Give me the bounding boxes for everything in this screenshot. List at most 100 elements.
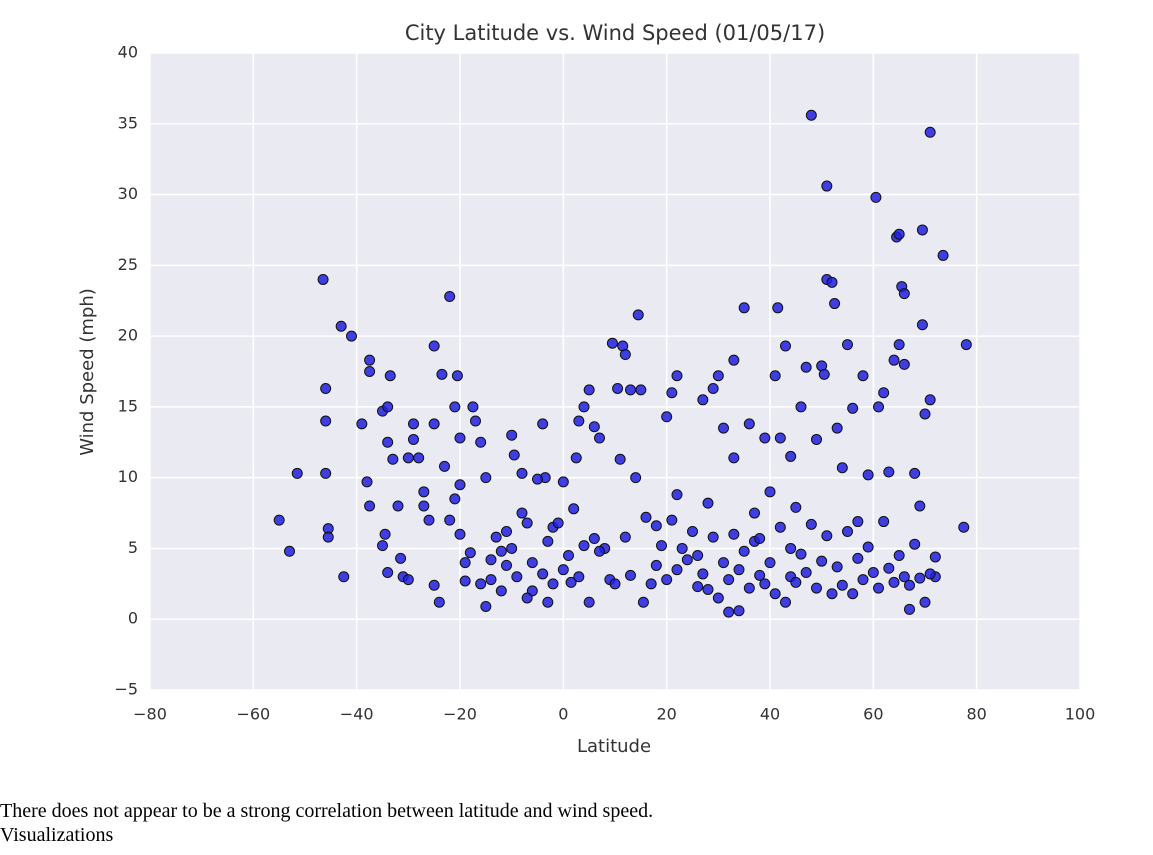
point: [829, 298, 841, 310]
point: [870, 191, 882, 203]
point: [924, 394, 936, 406]
point: [712, 592, 724, 604]
point: [449, 401, 461, 413]
point: [707, 531, 719, 543]
point: [485, 554, 497, 566]
point: [692, 581, 704, 593]
point: [671, 370, 683, 382]
point: [444, 514, 456, 526]
point: [428, 340, 440, 352]
point: [774, 521, 786, 533]
point: [408, 418, 419, 430]
point: [609, 578, 621, 590]
point: [857, 574, 869, 586]
point: [408, 433, 419, 445]
point: [578, 540, 590, 552]
point: [671, 564, 683, 576]
point: [697, 568, 709, 580]
point: [557, 564, 569, 576]
y-tick-label: 25: [118, 255, 138, 274]
point: [640, 511, 652, 523]
point: [790, 576, 802, 588]
point: [723, 606, 735, 618]
point: [898, 288, 910, 300]
point: [521, 517, 533, 529]
point: [563, 550, 574, 562]
point: [542, 535, 554, 547]
point: [423, 514, 435, 526]
point: [769, 588, 781, 600]
point: [723, 574, 735, 586]
point: [764, 486, 776, 498]
point: [852, 516, 864, 528]
point: [697, 394, 709, 406]
point: [916, 224, 928, 236]
point: [805, 518, 817, 530]
point: [356, 418, 368, 430]
point: [811, 582, 822, 594]
point: [382, 567, 394, 579]
point: [335, 320, 347, 332]
point: [764, 557, 776, 569]
point: [635, 384, 647, 396]
point: [898, 571, 910, 583]
point: [436, 368, 448, 380]
point: [718, 422, 729, 434]
point: [929, 551, 941, 563]
point: [449, 493, 461, 505]
point: [495, 545, 507, 557]
point: [656, 540, 667, 552]
point: [578, 401, 590, 413]
point: [379, 528, 391, 540]
point: [795, 401, 807, 413]
point: [480, 600, 492, 612]
point: [459, 575, 471, 587]
point: [780, 340, 791, 352]
point: [821, 530, 833, 542]
point: [557, 476, 569, 488]
point: [428, 418, 440, 430]
point: [852, 552, 864, 564]
point: [749, 507, 760, 519]
point: [428, 579, 440, 591]
point: [728, 354, 740, 366]
y-tick-label: 20: [118, 326, 138, 345]
point: [552, 517, 564, 529]
point: [805, 109, 817, 121]
point: [625, 384, 636, 396]
point: [831, 561, 843, 573]
point: [821, 180, 833, 192]
point: [614, 453, 626, 465]
point: [873, 582, 884, 594]
point: [790, 501, 802, 513]
point: [542, 596, 554, 608]
point: [444, 290, 456, 302]
point: [291, 467, 303, 479]
point: [501, 525, 512, 537]
y-axis-label: Wind Speed (mph): [77, 288, 98, 456]
point: [772, 302, 784, 314]
point: [909, 538, 921, 550]
point: [532, 473, 543, 485]
point: [836, 462, 848, 474]
point: [606, 337, 618, 349]
point: [645, 578, 657, 590]
point: [612, 382, 624, 394]
point: [883, 466, 895, 478]
point: [811, 433, 822, 445]
point: [361, 476, 373, 488]
point: [919, 596, 931, 608]
point: [937, 249, 949, 261]
point: [387, 453, 399, 465]
point: [728, 528, 740, 540]
x-tick-label: 100: [1065, 705, 1096, 724]
chart: City Latitude vs. Wind Speed (01/05/17) …: [77, 21, 1096, 757]
point: [594, 545, 605, 557]
point: [893, 228, 905, 240]
point: [914, 500, 926, 512]
point: [873, 401, 884, 413]
point: [364, 366, 376, 377]
point: [619, 531, 631, 543]
point: [320, 467, 332, 479]
point: [904, 579, 915, 591]
